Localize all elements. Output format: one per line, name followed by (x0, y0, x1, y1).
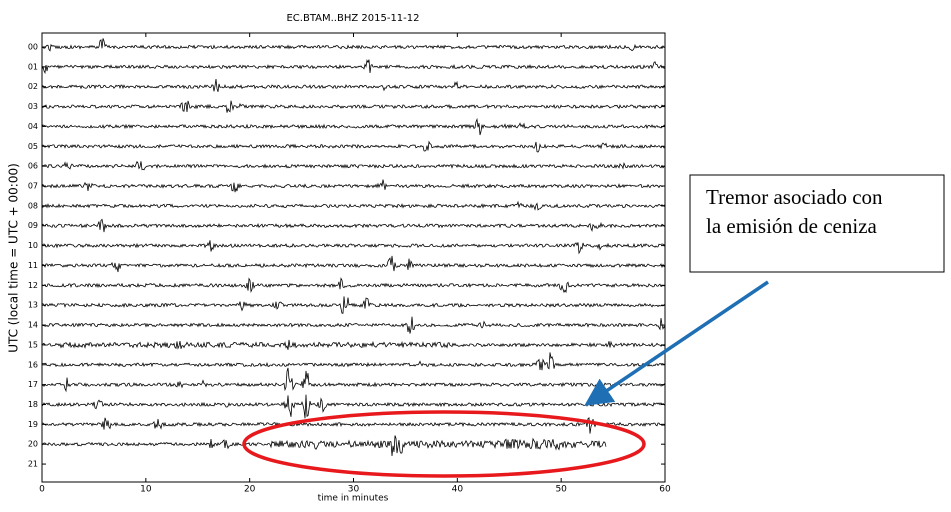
trace (41, 352, 666, 371)
chart-title: EC.BTAM..BHZ 2015-11-12 (286, 13, 419, 24)
trace (41, 117, 666, 136)
x-tick-label: 0 (39, 485, 45, 495)
trace (41, 100, 666, 113)
y-tick-label: 20 (28, 440, 38, 449)
trace (41, 394, 666, 419)
x-axis-label: time in minutes (318, 494, 389, 504)
traces (41, 38, 666, 457)
y-tick-label: 11 (28, 261, 38, 270)
y-tick-label: 02 (28, 82, 38, 91)
y-tick-label: 00 (28, 43, 38, 52)
x-tick-label: 30 (348, 485, 360, 495)
x-tick-label: 40 (452, 485, 464, 495)
y-tick-label: 09 (28, 221, 38, 230)
highlight-ellipse (242, 410, 646, 478)
y-tick-label: 17 (28, 380, 38, 389)
trace (41, 79, 666, 92)
y-tick-label: 03 (28, 102, 38, 111)
annotation-line: la emisión de ceniza (706, 214, 878, 238)
y-tick-label: 05 (28, 142, 38, 151)
x-tick-label: 60 (659, 485, 671, 495)
y-tick-label: 19 (28, 420, 38, 429)
trace (41, 435, 607, 457)
x-tick-label: 20 (244, 485, 256, 495)
y-tick-label: 14 (28, 321, 38, 330)
y-tick-label: 21 (28, 460, 38, 469)
x-tick-label: 10 (140, 485, 152, 495)
trace (41, 218, 666, 233)
plot-frame (41, 32, 666, 483)
trace (41, 296, 666, 314)
trace (41, 339, 666, 350)
annotation-line: Tremor asociado con (706, 185, 883, 209)
trace (41, 179, 666, 193)
y-tick-label: 12 (28, 281, 38, 290)
y-tick-label: 04 (28, 122, 38, 131)
y-tick-label: 10 (28, 241, 38, 250)
y-tick-label: 16 (28, 360, 38, 369)
trace (41, 160, 666, 171)
annotation-box (689, 174, 945, 273)
annotation-arrow (584, 280, 769, 406)
trace (41, 367, 666, 393)
trace (41, 255, 666, 273)
trace (41, 200, 666, 211)
trace (41, 417, 666, 434)
y-tick-label: 18 (28, 400, 38, 409)
trace (41, 59, 666, 75)
y-tick-label: 13 (28, 301, 38, 310)
trace (41, 140, 666, 153)
y-axis-label: UTC (local time = UTC + 00:00) (7, 163, 21, 353)
y-tick-label: 06 (28, 162, 38, 171)
trace (41, 316, 666, 334)
trace (41, 240, 666, 255)
trace (41, 277, 666, 294)
y-tick-label: 01 (28, 62, 38, 71)
y-tick-label: 15 (28, 340, 38, 349)
x-tick-label: 50 (555, 485, 567, 495)
y-tick-label: 07 (28, 182, 38, 191)
y-tick-label: 08 (28, 201, 38, 210)
trace (41, 38, 666, 52)
